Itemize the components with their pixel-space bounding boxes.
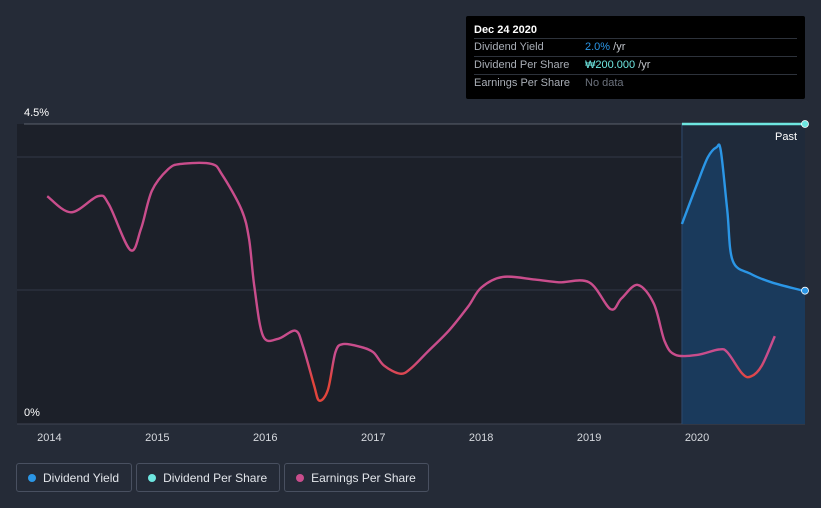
forecast-region (681, 124, 805, 424)
legend-item-dividend-yield[interactable]: Dividend Yield (16, 463, 133, 492)
y-axis-max-label: 4.5% (24, 107, 49, 119)
tooltip-label: Dividend Per Share (474, 59, 570, 71)
x-tick-label: 2015 (145, 432, 169, 444)
legend-dot-icon (148, 473, 157, 482)
x-tick-label: 2017 (361, 432, 385, 444)
tooltip-value: No data (585, 77, 624, 89)
chart-legend: Dividend Yield Dividend Per Share Earnin… (16, 463, 429, 492)
tooltip-value: ₩200.000 (585, 59, 636, 71)
x-tick-label: 2016 (253, 432, 277, 444)
series-lines (46, 120, 809, 402)
legend-dot-icon (296, 473, 305, 482)
legend-item-dividend-per-share[interactable]: Dividend Per Share (136, 463, 281, 492)
legend-label: Earnings Per Share (311, 470, 416, 485)
x-tick-label: 2014 (37, 432, 61, 444)
legend-dot-icon (28, 473, 36, 482)
x-axis-ticks: 2014 2015 2016 2017 2018 2019 2020 (37, 432, 709, 444)
y-axis-min-label: 0% (24, 407, 40, 419)
tooltip-value: 2.0% (585, 41, 611, 53)
tooltip-unit: /yr (635, 59, 651, 71)
tooltip-date: Dec 24 2020 (474, 24, 537, 36)
earnings-per-share-line (46, 161, 776, 402)
tooltip-row-earnings-per-share: Earnings Per Share No data (474, 74, 797, 92)
dividend-per-share-end-point (801, 120, 809, 128)
chart-tooltip: Dec 24 2020 Dividend Yield 2.0% /yr Divi… (466, 16, 805, 99)
x-tick-label: 2018 (469, 432, 493, 444)
x-tick-label: 2019 (577, 432, 601, 444)
dividend-yield-end-point (801, 286, 809, 295)
dividend-yield-line (680, 143, 804, 292)
legend-label: Dividend Per Share (163, 470, 268, 485)
tooltip-unit: /yr (610, 41, 626, 53)
tooltip-row-dividend-yield: Dividend Yield 2.0% /yr (474, 38, 797, 56)
past-shaded-region (17, 124, 682, 424)
legend-item-earnings-per-share[interactable]: Earnings Per Share (284, 463, 429, 492)
tooltip-label: Earnings Per Share (474, 77, 570, 89)
legend-label: Dividend Yield (43, 470, 120, 485)
x-tick-label: 2020 (685, 432, 709, 444)
tooltip-row-dividend-per-share: Dividend Per Share ₩200.000 /yr (474, 56, 797, 74)
past-label: Past (775, 131, 797, 143)
dividend-yield-area (681, 144, 805, 424)
tooltip-label: Dividend Yield (474, 41, 544, 53)
